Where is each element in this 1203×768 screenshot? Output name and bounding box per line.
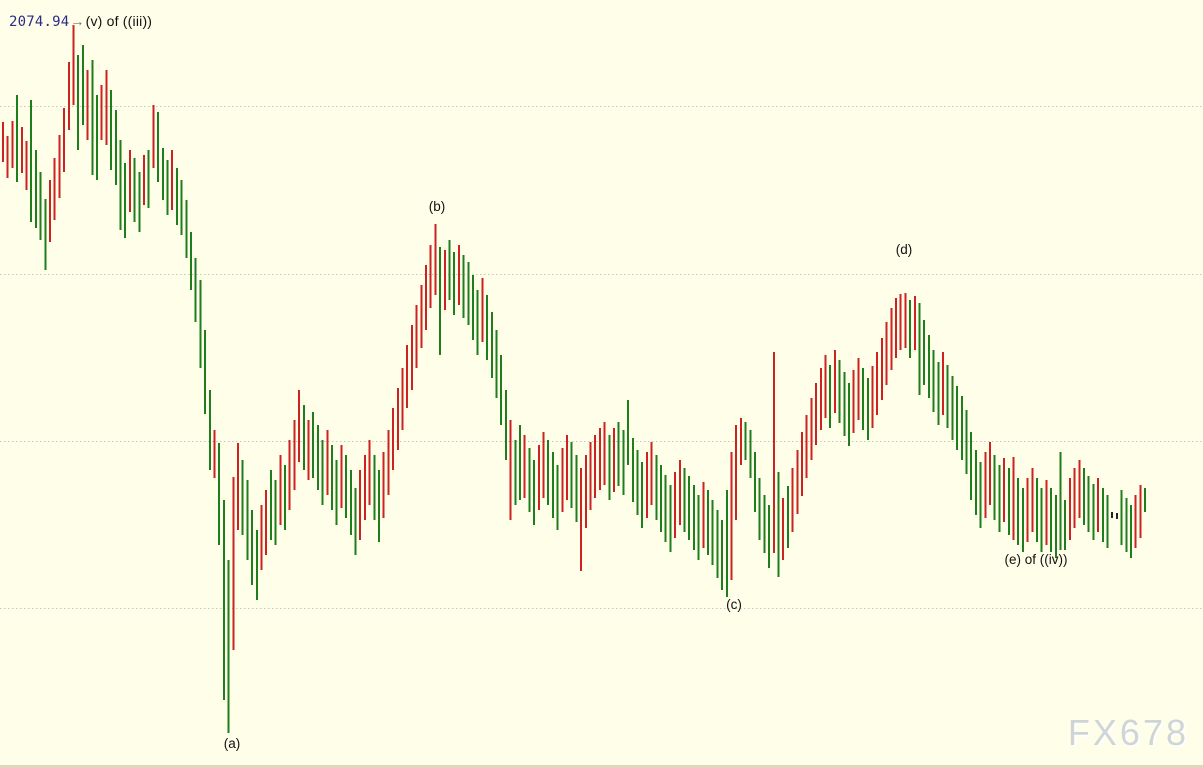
peak-wave-label: (v) of ((iii)) <box>85 13 153 29</box>
wave-label-a: (a) <box>223 736 241 751</box>
wave-label-c: (c) <box>726 597 742 612</box>
peak-price-value: 2074.94 <box>9 14 70 30</box>
wave-label-eofiv: (e) of ((iv)) <box>1004 552 1068 567</box>
chart-bottom-border <box>0 765 1203 768</box>
right-arrow-icon: → <box>70 13 85 29</box>
peak-price-annotation: 2074.94→(v) of ((iii)) <box>9 13 152 30</box>
watermark: FX678 <box>1067 712 1189 753</box>
wave-label-b: (b) <box>428 199 446 214</box>
wave-label-d: (d) <box>895 242 913 257</box>
